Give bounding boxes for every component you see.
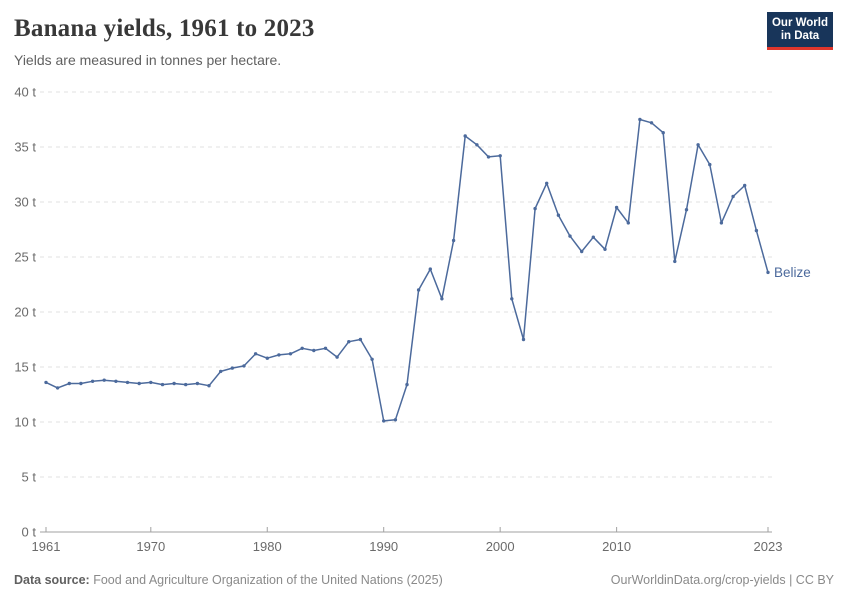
data-point[interactable] [288,352,293,356]
y-axis-label: 30 t [14,195,36,210]
y-axis-label: 15 t [14,360,36,375]
data-point[interactable] [242,364,246,368]
data-point[interactable] [684,208,689,212]
data-point[interactable] [79,381,83,386]
y-axis-label: 10 t [14,415,36,430]
data-point[interactable] [312,348,316,353]
data-point[interactable] [125,380,130,385]
data-point[interactable] [195,381,200,386]
data-point[interactable] [44,380,48,385]
data-point[interactable] [556,213,561,217]
x-axis-label: 1970 [136,539,165,554]
data-point[interactable] [370,357,374,361]
data-point[interactable] [55,386,60,390]
data-point[interactable] [440,297,444,301]
data-point[interactable] [673,259,677,264]
x-axis-label: 1961 [32,539,61,554]
chart-footer: Data source: Food and Agriculture Organi… [14,573,834,587]
data-point[interactable] [649,121,654,125]
data-point[interactable] [731,194,735,199]
data-source-label: Data source: [14,573,90,587]
data-point[interactable] [160,382,165,387]
data-point[interactable] [486,155,491,159]
data-point[interactable] [754,228,759,233]
data-point[interactable] [277,353,281,357]
data-point[interactable] [475,143,479,147]
y-axis-label: 5 t [22,470,37,485]
data-point[interactable] [300,346,304,350]
data-point[interactable] [638,117,642,122]
data-point[interactable] [358,337,363,342]
x-axis-label: 2010 [602,539,631,554]
x-axis-label: 1990 [369,539,398,554]
y-axis-label: 25 t [14,250,36,265]
data-point[interactable] [568,234,572,238]
data-point[interactable] [230,366,234,370]
data-point[interactable] [253,352,258,356]
x-axis-label: 2000 [486,539,515,554]
owid-logo-line2: in Data [780,29,820,42]
data-point[interactable] [591,235,595,239]
data-point[interactable] [766,270,770,275]
data-point[interactable] [219,369,223,374]
data-point[interactable] [498,154,502,158]
data-source: Data source: Food and Agriculture Organi… [14,573,443,587]
y-axis-label: 0 t [22,525,37,540]
owid-logo[interactable]: Our World in Data [767,12,833,50]
data-point[interactable] [90,379,95,383]
data-point[interactable] [102,378,106,382]
data-point[interactable] [207,384,211,388]
data-point[interactable] [510,297,514,301]
data-point[interactable] [626,221,630,225]
data-point[interactable] [603,247,607,251]
data-point[interactable] [463,134,467,138]
data-point[interactable] [708,162,712,167]
series-label[interactable]: Belize [774,265,811,280]
data-point[interactable] [580,249,584,254]
data-point[interactable] [451,238,456,243]
data-point[interactable] [533,206,537,211]
data-point[interactable] [614,205,619,210]
data-point[interactable] [335,355,339,359]
data-point[interactable] [405,382,409,387]
data-point[interactable] [172,381,176,386]
y-axis-label: 20 t [14,305,36,320]
data-point[interactable] [416,288,421,292]
data-point[interactable] [265,356,269,360]
y-axis-label: 40 t [14,85,36,100]
data-point[interactable] [521,337,526,342]
chart-subtitle: Yields are measured in tonnes per hectar… [14,52,282,68]
data-point[interactable] [67,381,72,386]
x-axis-label: 1980 [253,539,282,554]
data-source-text: Food and Agriculture Organization of the… [93,573,443,587]
data-point[interactable] [184,382,188,387]
x-axis-label: 2023 [754,539,783,554]
data-point[interactable] [661,131,665,135]
data-point[interactable] [149,380,153,385]
y-axis-label: 35 t [14,140,36,155]
citation-link[interactable]: OurWorldinData.org/crop-yields | CC BY [610,573,834,587]
data-point[interactable] [323,346,328,350]
data-point[interactable] [696,143,700,147]
data-point[interactable] [393,418,398,422]
data-point[interactable] [137,381,141,386]
data-line [45,118,769,422]
data-point[interactable] [382,419,386,423]
owid-logo-line1: Our World [771,16,828,29]
data-point[interactable] [347,340,351,344]
data-point[interactable] [545,181,549,185]
data-point[interactable] [114,379,118,383]
data-point[interactable] [719,221,724,225]
data-point[interactable] [743,183,747,188]
data-point[interactable] [428,267,432,271]
page-title: Banana yields, 1961 to 2023 [14,15,315,42]
